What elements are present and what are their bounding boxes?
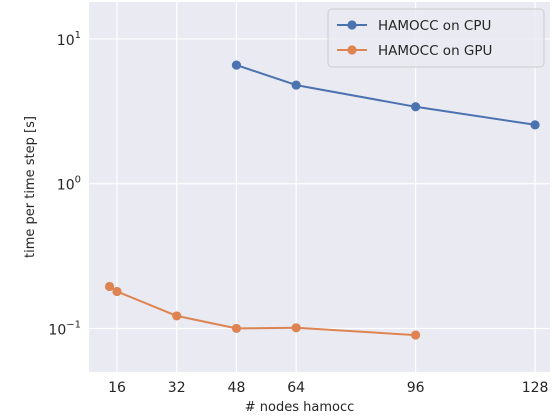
series-1 (104, 281, 421, 340)
x-axis-label: # nodes hamocc (245, 400, 355, 415)
data-point (104, 281, 115, 292)
y-tick-base: 10 (57, 178, 75, 194)
legend-label: HAMOCC on GPU (378, 43, 492, 59)
y-tick-base: 10 (48, 322, 66, 338)
data-point (112, 286, 122, 297)
y-tick-label: 101 (57, 30, 81, 49)
series-0 (231, 60, 540, 130)
data-point (411, 102, 421, 112)
legend-item: HAMOCC on CPU (337, 18, 491, 34)
legend-marker (347, 20, 357, 30)
series-layer (104, 60, 540, 340)
x-tick-label: 32 (168, 380, 186, 396)
x-tick-label: 64 (287, 380, 305, 396)
y-tick-exponent: 0 (75, 175, 81, 186)
x-tick-label: 16 (108, 380, 126, 396)
legend-marker (347, 45, 357, 55)
y-tick-exponent: 1 (75, 30, 81, 41)
y-tick-base: 10 (57, 33, 75, 49)
data-point (231, 60, 242, 70)
y-tick-label: 100 (57, 175, 81, 194)
data-point (172, 311, 182, 321)
legend: HAMOCC on CPU HAMOCC on GPU (327, 8, 545, 68)
x-tick-label: 128 (522, 380, 549, 396)
x-tick-label: 96 (407, 380, 425, 396)
legend-label: HAMOCC on CPU (378, 18, 491, 34)
y-tick-exponent: −1 (66, 319, 81, 330)
data-point (530, 120, 540, 130)
y-axis-label: time per time step [s] (23, 116, 38, 258)
data-point (411, 330, 421, 340)
data-point (291, 323, 301, 333)
x-tick-label: 48 (228, 380, 246, 396)
legend-box (327, 8, 545, 68)
series-line (236, 64, 536, 126)
data-point (291, 80, 301, 90)
legend-item: HAMOCC on GPU (337, 43, 492, 59)
y-tick-label: 10−1 (48, 319, 81, 338)
data-point (231, 323, 242, 334)
